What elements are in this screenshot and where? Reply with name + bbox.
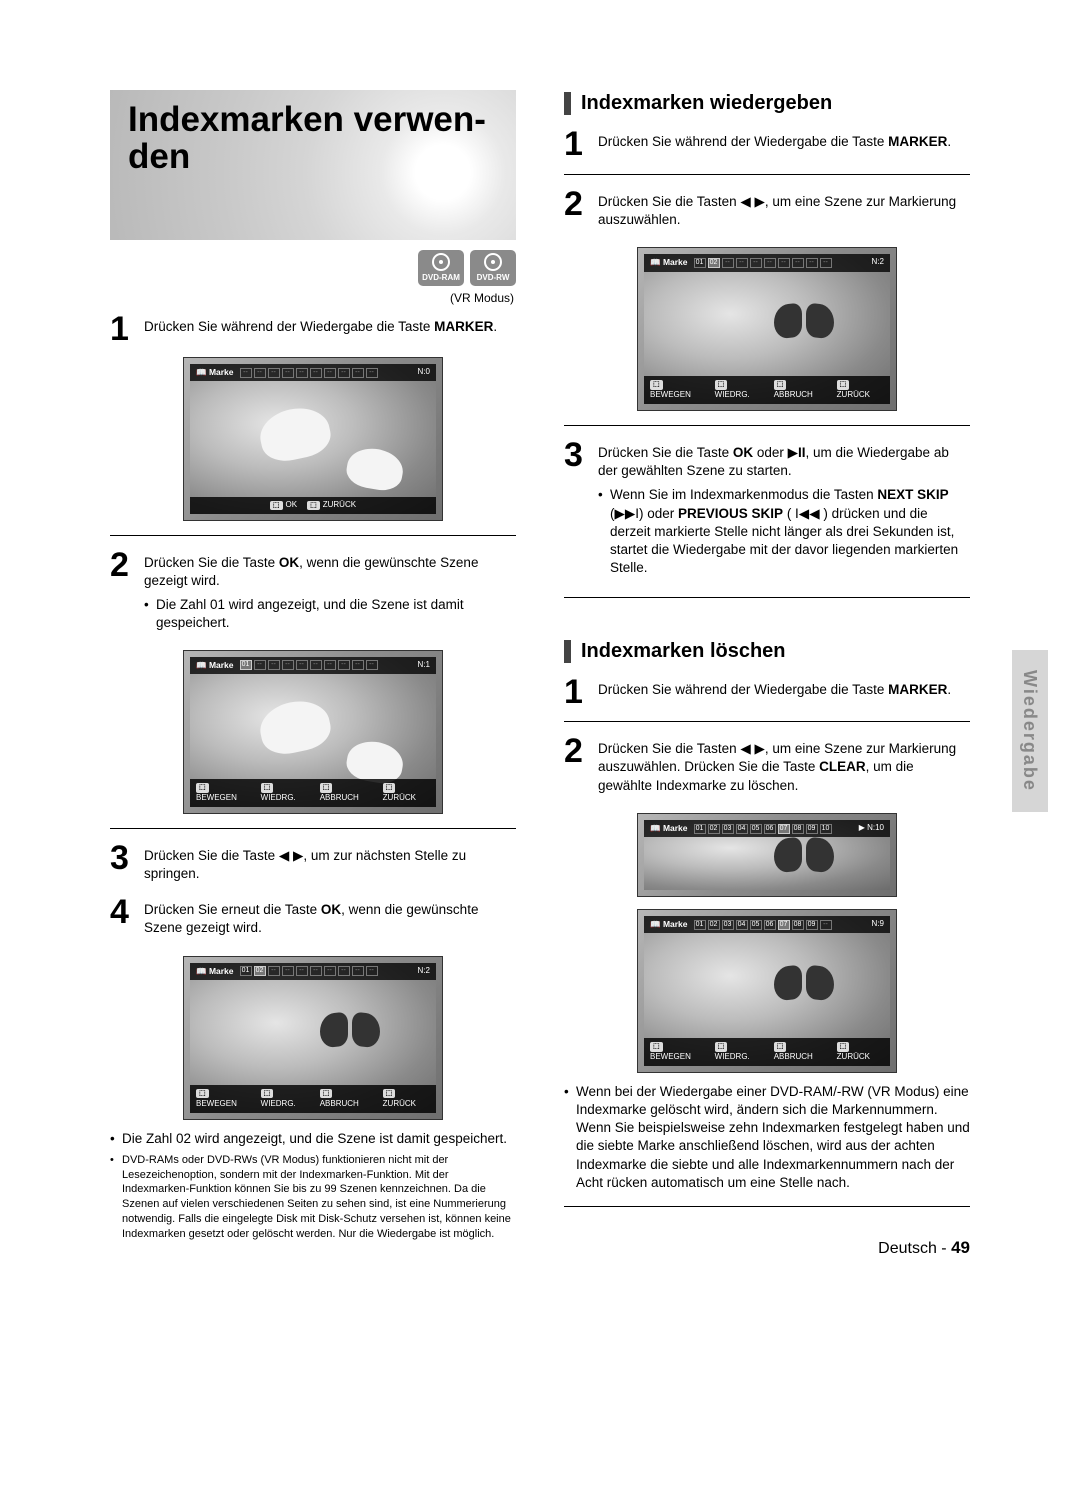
step-number: 2 — [110, 550, 134, 638]
section-header-play: Indexmarken wiedergeben — [564, 90, 970, 117]
section-header-delete: Indexmarken löschen — [564, 638, 970, 665]
divider — [564, 425, 970, 426]
footer-page: 49 — [951, 1238, 970, 1257]
screenshot: 📖 Marke--------------------N:0 ⬚OK⬚ZURÜCK — [183, 357, 443, 521]
step-number: 1 — [564, 677, 588, 708]
step-text: Drücken Sie die Taste OK, wenn die gewün… — [144, 554, 516, 590]
left-column: Indexmarken verwen-den DVD-RAM DVD-RW (V… — [110, 90, 516, 1260]
left-step-2: 2 Drücken Sie die Taste OK, wenn die gew… — [110, 550, 516, 638]
disc-icon — [432, 253, 450, 271]
section-title: Indexmarken wiedergeben — [581, 90, 832, 117]
step-number: 1 — [564, 129, 588, 160]
step-bullet: Wenn bei der Wiedergabe einer DVD-RAM/-R… — [564, 1083, 970, 1192]
left-step-1: 1 Drücken Sie während der Wiedergabe die… — [110, 314, 516, 345]
screenshot-bottombar: ⬚BEWEGEN⬚WIEDRG.⬚ABBRUCH⬚ZURÜCK — [644, 1038, 890, 1066]
del-bullets: Wenn bei der Wiedergabe einer DVD-RAM/-R… — [564, 1083, 970, 1192]
disc-badge-ram: DVD-RAM — [418, 250, 464, 286]
screenshot: 📖 Marke01------------------N:1 ⬚BEWEGEN⬚W… — [183, 650, 443, 814]
footer-lang: Deutsch — [878, 1240, 937, 1257]
screenshot-topbar: 📖 Marke--------------------N:0 — [190, 364, 436, 381]
step-bullet: Wenn Sie im Indexmarkenmodus die Tasten … — [598, 486, 970, 577]
right-column: Indexmarken wiedergeben 1 Drücken Sie wä… — [564, 90, 970, 1260]
step-text: Drücken Sie die Tasten ◀ ▶, um eine Szen… — [598, 740, 970, 795]
screenshot-topbar: 📖 Marke010203040506070809--N:9 — [644, 916, 890, 933]
screenshot: 📖 Marke0102----------------N:2 ⬚BEWEGEN⬚W… — [637, 247, 897, 411]
left-step-3: 3 Drücken Sie die Taste ◀ ▶, um zur näch… — [110, 843, 516, 889]
screenshot: 📖 Marke0102----------------N:2 ⬚BEWEGEN⬚W… — [183, 956, 443, 1120]
del-step-1: 1 Drücken Sie während der Wiedergabe die… — [564, 677, 970, 708]
divider — [110, 535, 516, 536]
step-number: 2 — [564, 736, 588, 801]
page-footer: Deutsch - 49 — [564, 1237, 970, 1260]
step-bullet: Die Zahl 02 wird angezeigt, und die Szen… — [110, 1130, 516, 1148]
step-text: Drücken Sie während der Wiedergabe die T… — [598, 681, 970, 699]
page: Indexmarken verwen-den DVD-RAM DVD-RW (V… — [110, 90, 970, 1260]
screenshot-bottombar: ⬚BEWEGEN⬚WIEDRG.⬚ABBRUCH⬚ZURÜCK — [190, 1085, 436, 1113]
screenshot: 📖 Marke010203040506070809--N:9 ⬚BEWEGEN⬚W… — [637, 909, 897, 1073]
screenshot-topbar: 📖 Marke0102----------------N:2 — [644, 254, 890, 271]
step-text: Drücken Sie die Taste OK oder ▶II, um di… — [598, 444, 970, 480]
step-number: 1 — [110, 314, 134, 345]
screenshot-topbar: 📖 Marke01------------------N:1 — [190, 657, 436, 674]
disc-row: DVD-RAM DVD-RW — [110, 250, 516, 286]
title-block: Indexmarken verwen-den — [110, 90, 516, 240]
divider — [564, 174, 970, 175]
divider — [110, 828, 516, 829]
step-text: Drücken Sie erneut die Taste OK, wenn di… — [144, 901, 516, 937]
step-bullet: Die Zahl 01 wird angezeigt, und die Szen… — [144, 596, 516, 632]
step-bullet: DVD-RAMs oder DVD-RWs (VR Modus) funktio… — [110, 1153, 516, 1242]
step-number: 4 — [110, 897, 134, 943]
screenshot-bottombar: ⬚BEWEGEN⬚WIEDRG.⬚ABBRUCH⬚ZURÜCK — [644, 376, 890, 404]
step-text: Drücken Sie während der Wiedergabe die T… — [598, 133, 970, 151]
footer-sep: - — [937, 1240, 951, 1257]
screenshot-topbar: 📖 Marke01020304050607080910▶ N:10 — [644, 820, 890, 837]
step-text: Drücken Sie die Tasten ◀ ▶, um eine Szen… — [598, 193, 970, 229]
side-tab: Wiedergabe — [1012, 650, 1048, 812]
section-title: Indexmarken löschen — [581, 638, 786, 665]
step-text: Drücken Sie die Taste ◀ ▶, um zur nächst… — [144, 847, 516, 883]
divider — [564, 1206, 970, 1207]
left-step4-bullets: Die Zahl 02 wird angezeigt, und die Szen… — [110, 1130, 516, 1242]
section-bar-icon — [564, 640, 571, 663]
vr-mode-label: (VR Modus) — [110, 290, 514, 306]
step-text: Drücken Sie während der Wiedergabe die T… — [144, 318, 516, 336]
page-title: Indexmarken verwen-den — [128, 102, 498, 176]
divider — [564, 597, 970, 598]
section-bar-icon — [564, 92, 571, 115]
disc-label-a: DVD-RAM — [422, 273, 460, 284]
del-step-2: 2 Drücken Sie die Tasten ◀ ▶, um eine Sz… — [564, 736, 970, 801]
disc-badge-rw: DVD-RW — [470, 250, 516, 286]
play-step-2: 2 Drücken Sie die Tasten ◀ ▶, um eine Sz… — [564, 189, 970, 235]
screenshot-bottombar: ⬚BEWEGEN⬚WIEDRG.⬚ABBRUCH⬚ZURÜCK — [190, 779, 436, 807]
screenshot: 📖 Marke01020304050607080910▶ N:10 — [637, 813, 897, 897]
divider — [564, 721, 970, 722]
step-number: 3 — [564, 440, 588, 583]
disc-icon — [484, 253, 502, 271]
left-step-4: 4 Drücken Sie erneut die Taste OK, wenn … — [110, 897, 516, 943]
screenshot-topbar: 📖 Marke0102----------------N:2 — [190, 963, 436, 980]
screenshot-bottombar: ⬚OK⬚ZURÜCK — [190, 497, 436, 514]
disc-label-b: DVD-RW — [477, 273, 510, 284]
step-number: 2 — [564, 189, 588, 235]
step-number: 3 — [110, 843, 134, 889]
play-step-1: 1 Drücken Sie während der Wiedergabe die… — [564, 129, 970, 160]
play-step-3: 3 Drücken Sie die Taste OK oder ▶II, um … — [564, 440, 970, 583]
